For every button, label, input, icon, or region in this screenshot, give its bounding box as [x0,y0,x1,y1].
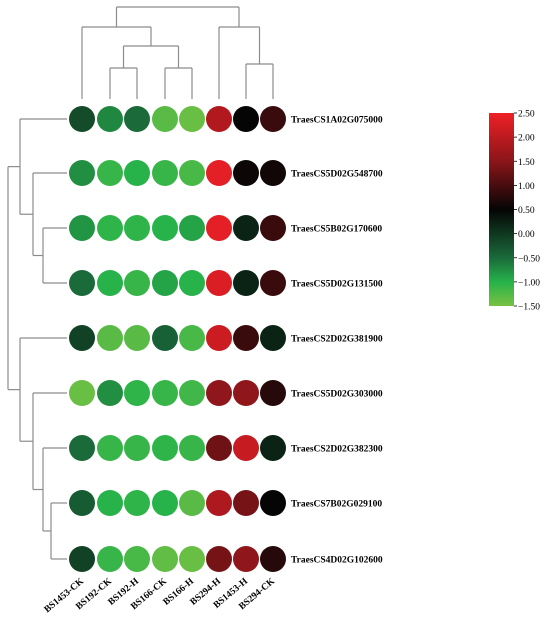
colorbar-tick-label: 2.50 [518,110,535,120]
heatmap-cell [260,435,286,461]
colorbar-tick-label: 1.00 [518,182,535,192]
heatmap-cell [152,380,178,406]
heatmap-cell [97,380,123,406]
heatmap-cell [260,546,286,572]
heatmap-cell [233,270,259,296]
heatmap-cell [69,215,95,241]
column-labels: BS1453-CKBS192-CKBS192-HBS166-CKBS166-HB… [43,576,278,615]
heatmap-cell [233,160,259,186]
heatmap-cell [233,546,259,572]
row-label: TraesCS4D02G102600 [291,556,383,566]
colorbar-tick-label: 1.50 [518,158,535,168]
heatmap-cell [152,270,178,296]
row-label: TraesCS2D02G381900 [291,335,383,345]
heatmap-cell [69,325,95,351]
heatmap-cell [206,215,232,241]
row-labels: TraesCS1A02G075000 TraesCS5D02G548700 Trae… [291,116,383,566]
heatmap-cell [206,380,232,406]
colorbar-tick-label: 0.00 [518,230,535,240]
row-label: TraesCS5B02G170600 [291,225,382,235]
heatmap-cell [206,270,232,296]
heatmap-cell [233,435,259,461]
heatmap-cell [97,435,123,461]
heatmap-cell [124,270,150,296]
heatmap-cell [179,215,205,241]
heatmap-cell [69,160,95,186]
colorbar-tick-label: 0.50 [518,206,535,216]
heatmap-cell [260,106,286,132]
heatmap-cell [179,490,205,516]
heatmap-cells [69,106,286,572]
heatmap-cell [97,546,123,572]
heatmap-cell [152,215,178,241]
heatmap-cell [179,106,205,132]
heatmap-cell [206,106,232,132]
colorbar-gradient [489,113,514,306]
heatmap-cell [124,490,150,516]
heatmap-cell [233,490,259,516]
heatmap-cell [260,270,286,296]
heatmap-cell [69,380,95,406]
heatmap-cell [179,435,205,461]
heatmap-cell [69,546,95,572]
heatmap-cell [179,270,205,296]
heatmap-cell [152,490,178,516]
heatmap-cell [124,380,150,406]
heatmap-cell [179,546,205,572]
row-label: TraesCS2D02G382300 [291,445,383,455]
heatmap-cell [260,325,286,351]
heatmap-cell [233,106,259,132]
heatmap-cell [152,160,178,186]
heatmap-cell [233,215,259,241]
heatmap-cell [124,435,150,461]
row-dendrogram [7,118,67,560]
heatmap-cell [69,270,95,296]
heatmap-cell [97,106,123,132]
heatmap-cell [152,325,178,351]
row-label: TraesCS1A02G075000 [291,116,383,126]
heatmap-cell [124,325,150,351]
colorbar-tick-label: −1.50 [518,303,540,313]
heatmap-cell [97,160,123,186]
row-label: TraesCS5D02G303000 [291,390,383,400]
heatmap-cell [124,106,150,132]
heatmap-cell [260,380,286,406]
row-label: TraesCS5D02G131500 [291,280,383,290]
heatmap-cell [179,380,205,406]
heatmap-cell [97,215,123,241]
heatmap-cell [260,490,286,516]
heatmap-cell [97,490,123,516]
heatmap-cell [206,160,232,186]
heatmap-cell [69,106,95,132]
heatmap-cell [69,490,95,516]
heatmap-cell [124,215,150,241]
heatmap-cell [152,435,178,461]
heatmap-cell [233,325,259,351]
heatmap-cell [152,546,178,572]
row-label: TraesCS7B02G029100 [291,500,382,510]
heatmap-cell [97,325,123,351]
heatmap-cell [260,160,286,186]
colorbar-tick-label: −0.50 [518,254,540,264]
heatmap-cell [124,160,150,186]
heatmap-cell [179,160,205,186]
heatmap-cell [97,270,123,296]
heatmap-cell [260,215,286,241]
heatmap-cell [206,325,232,351]
heatmap-cell [179,325,205,351]
heatmap-cell [206,546,232,572]
column-dendrogram [81,6,274,99]
heatmap-cell [152,106,178,132]
row-label: TraesCS5D02G548700 [291,170,383,180]
heatmap-cell [124,546,150,572]
colorbar-tick-label: 2.00 [518,134,535,144]
colorbar-tick-label: −1.00 [518,278,540,288]
heatmap-cell [206,435,232,461]
heatmap-cell [206,490,232,516]
heatmap-cell [69,435,95,461]
heatmap-cell [233,380,259,406]
colorbar: 2.50 2.00 1.50 1.00 0.50 0.00 −0.50 −1.00 −1.50 [489,110,540,313]
